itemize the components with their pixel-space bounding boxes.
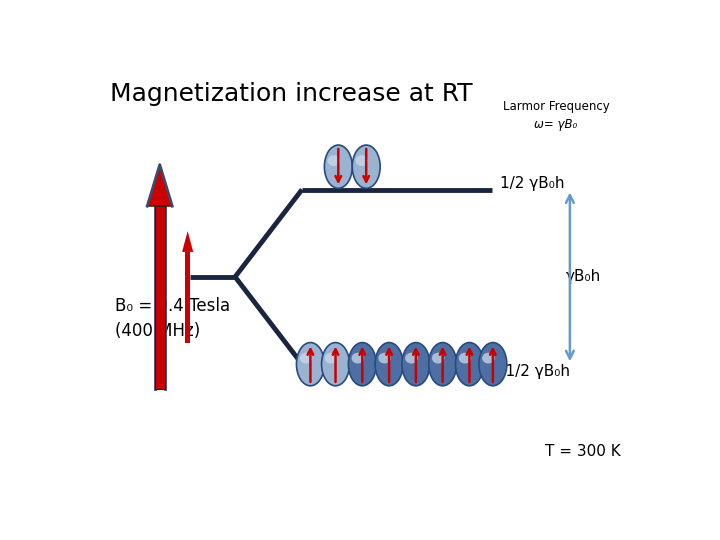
Text: 1/2 γB₀h: 1/2 γB₀h [500,176,564,191]
Ellipse shape [352,145,380,188]
Text: Larmor Frequency: Larmor Frequency [503,99,609,113]
Ellipse shape [456,342,483,386]
Ellipse shape [479,342,507,386]
Ellipse shape [459,353,472,363]
Text: γB₀h: γB₀h [566,269,601,285]
Text: T = 300 K: T = 300 K [545,444,621,459]
Ellipse shape [351,353,364,363]
Text: (400 MHz): (400 MHz) [115,322,200,340]
Ellipse shape [356,155,368,166]
Ellipse shape [328,155,340,166]
Ellipse shape [428,342,456,386]
Ellipse shape [375,342,403,386]
Ellipse shape [432,353,444,363]
Ellipse shape [325,353,338,363]
Text: -1/2 γB₀h: -1/2 γB₀h [500,364,570,379]
Ellipse shape [297,342,324,386]
Ellipse shape [482,353,495,363]
Ellipse shape [378,353,391,363]
Ellipse shape [405,353,418,363]
Ellipse shape [402,342,430,386]
Text: Magnetization increase at RT: Magnetization increase at RT [109,82,472,106]
Ellipse shape [324,145,352,188]
Text: B₀ = 9.4 Tesla: B₀ = 9.4 Tesla [115,297,230,315]
Polygon shape [182,231,193,252]
Text: ω= γB₀: ω= γB₀ [534,118,577,131]
Polygon shape [147,165,172,206]
Bar [155,206,165,389]
Bar [186,252,190,343]
Ellipse shape [348,342,377,386]
Ellipse shape [322,342,349,386]
Ellipse shape [300,353,312,363]
